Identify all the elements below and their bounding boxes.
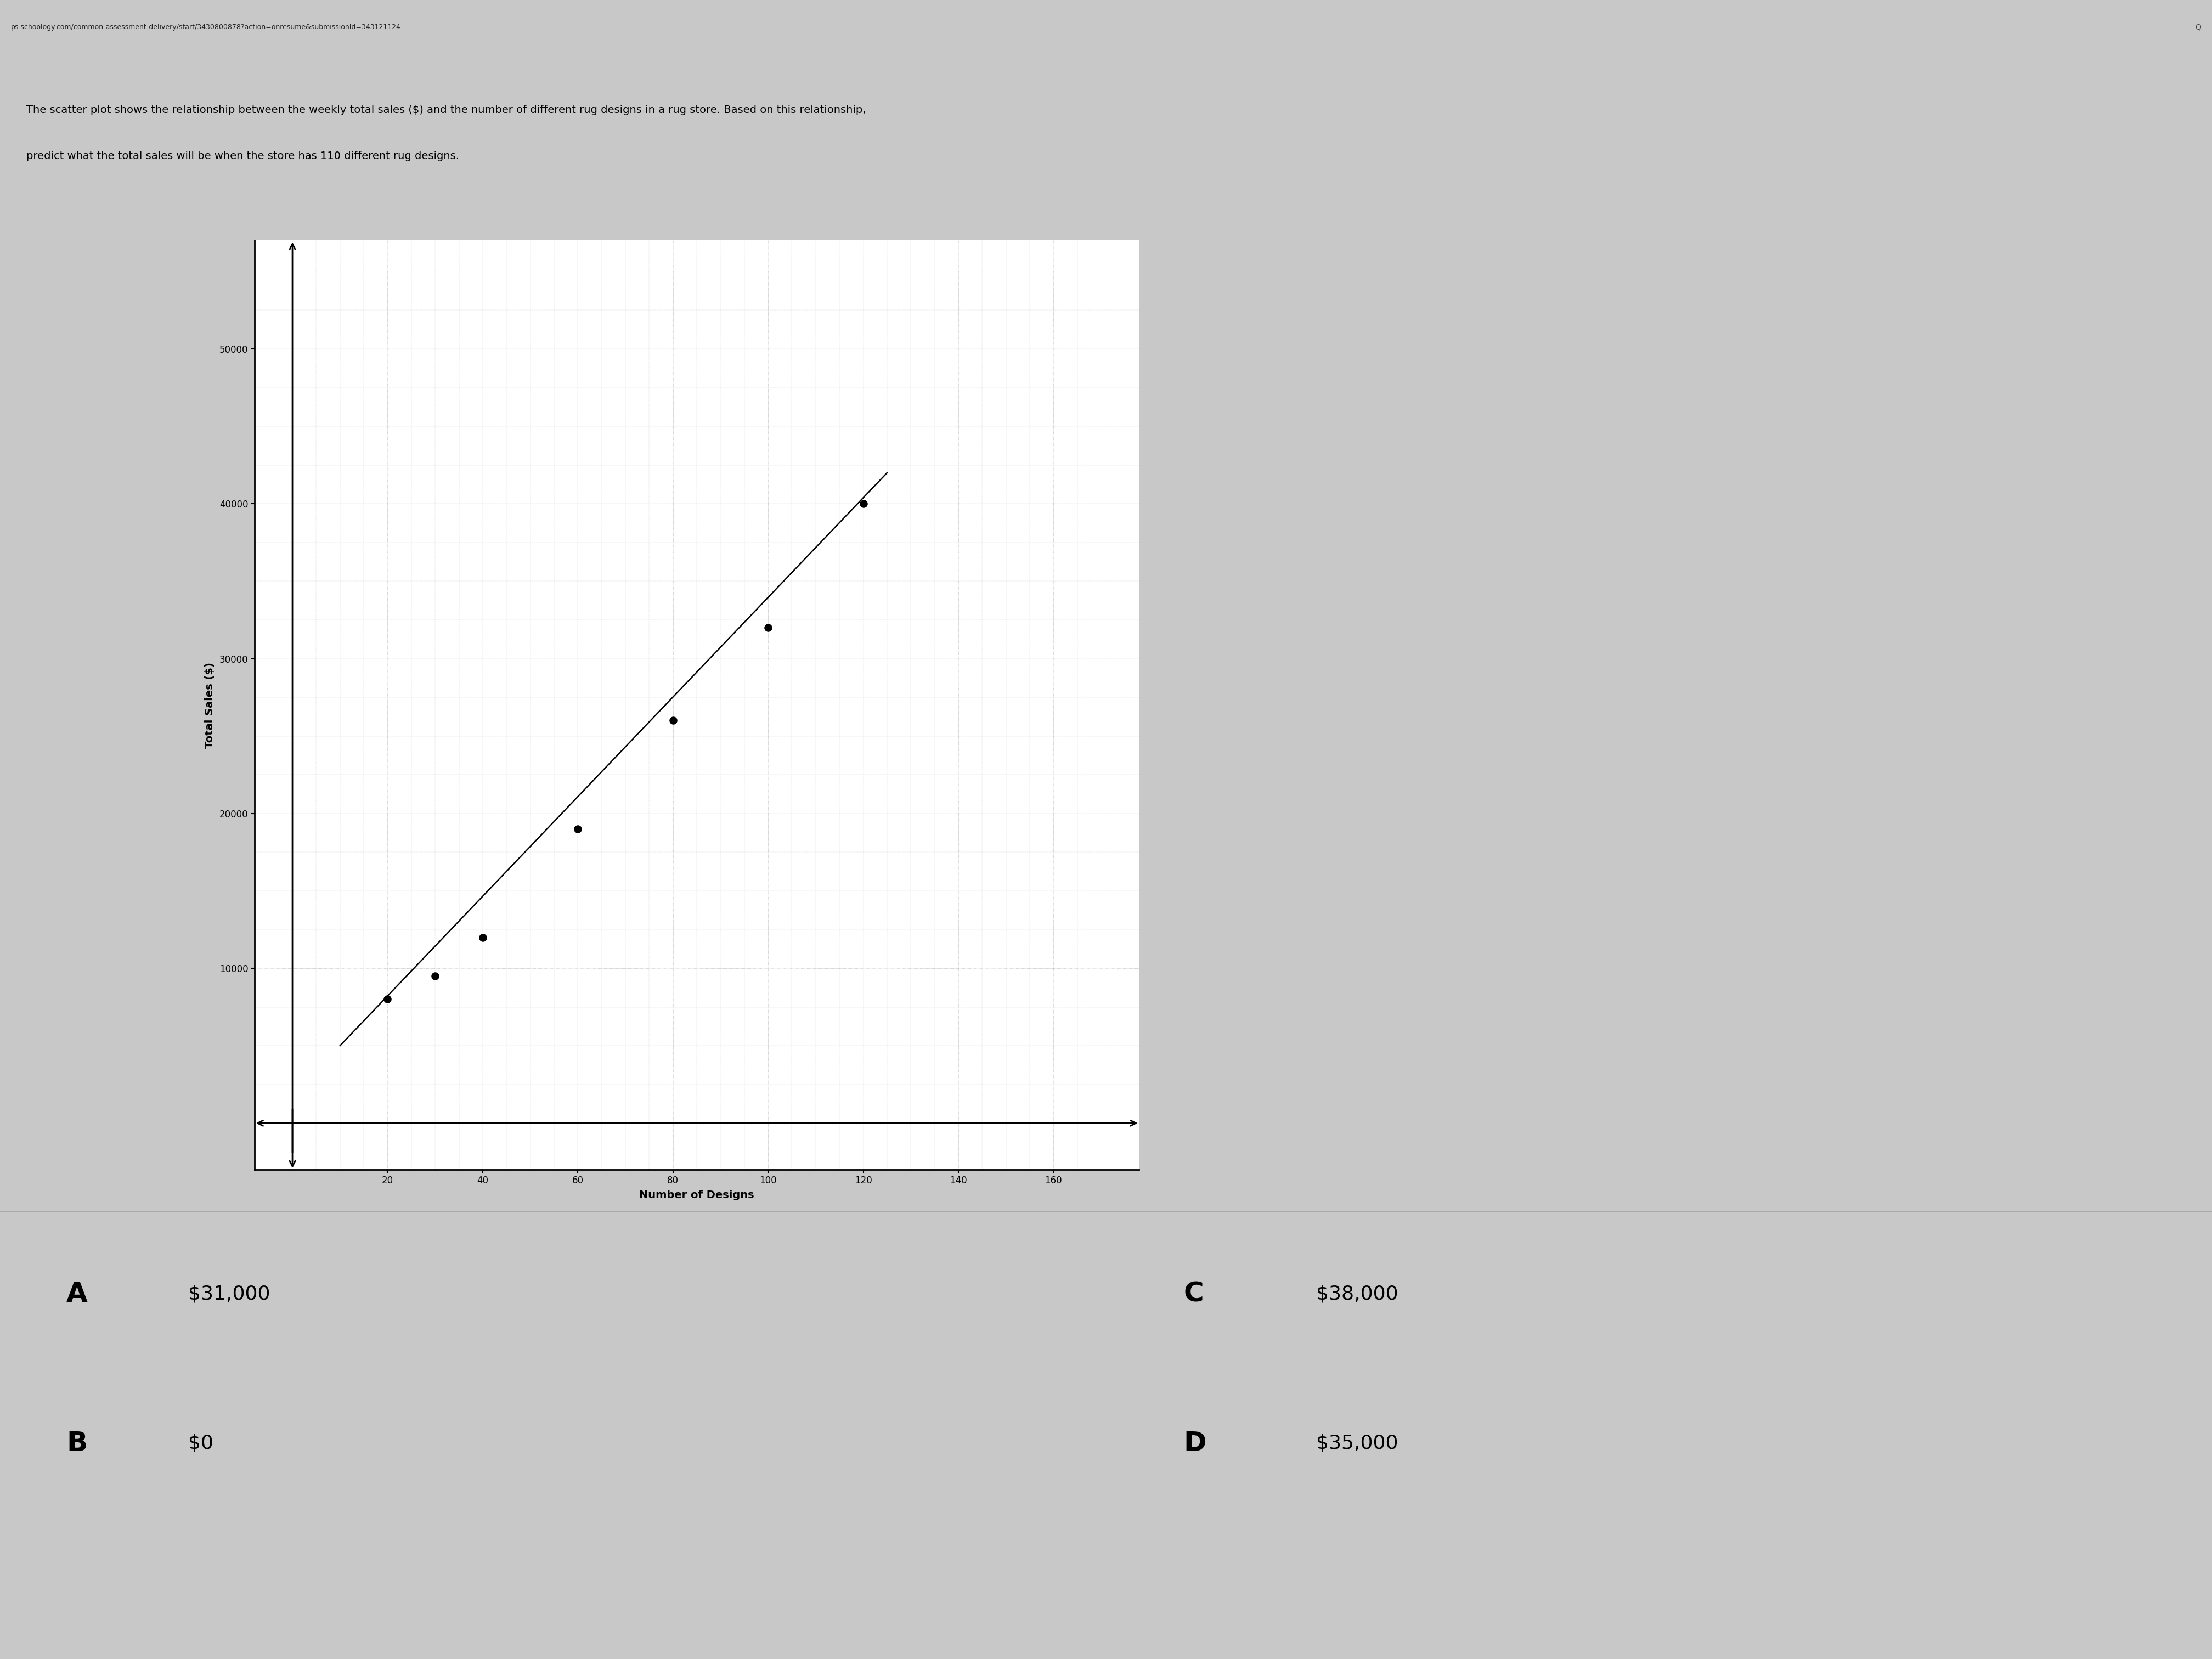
X-axis label: Number of Designs: Number of Designs — [639, 1190, 754, 1201]
Point — [369, 985, 405, 1012]
Point — [750, 614, 785, 640]
Text: $35,000: $35,000 — [1316, 1433, 1398, 1453]
Point — [418, 962, 453, 989]
Text: ps.schoology.com/common-assessment-delivery/start/3430800878?action=onresume&sub: ps.schoology.com/common-assessment-deliv… — [11, 23, 400, 32]
Y-axis label: Total Sales ($): Total Sales ($) — [204, 662, 215, 748]
Text: A: A — [66, 1281, 88, 1307]
Point — [845, 491, 880, 518]
Text: C: C — [1183, 1281, 1203, 1307]
Point — [465, 924, 500, 951]
Text: $31,000: $31,000 — [188, 1284, 270, 1304]
Point — [655, 707, 690, 733]
Text: $0: $0 — [188, 1433, 212, 1453]
Point — [560, 816, 595, 843]
Text: B: B — [66, 1430, 86, 1457]
Text: D: D — [1183, 1430, 1206, 1457]
Text: predict what the total sales will be when the store has 110 different rug design: predict what the total sales will be whe… — [27, 151, 460, 161]
Text: The scatter plot shows the relationship between the weekly total sales ($) and t: The scatter plot shows the relationship … — [27, 105, 867, 114]
Text: Q: Q — [2194, 23, 2201, 32]
Text: $38,000: $38,000 — [1316, 1284, 1398, 1304]
